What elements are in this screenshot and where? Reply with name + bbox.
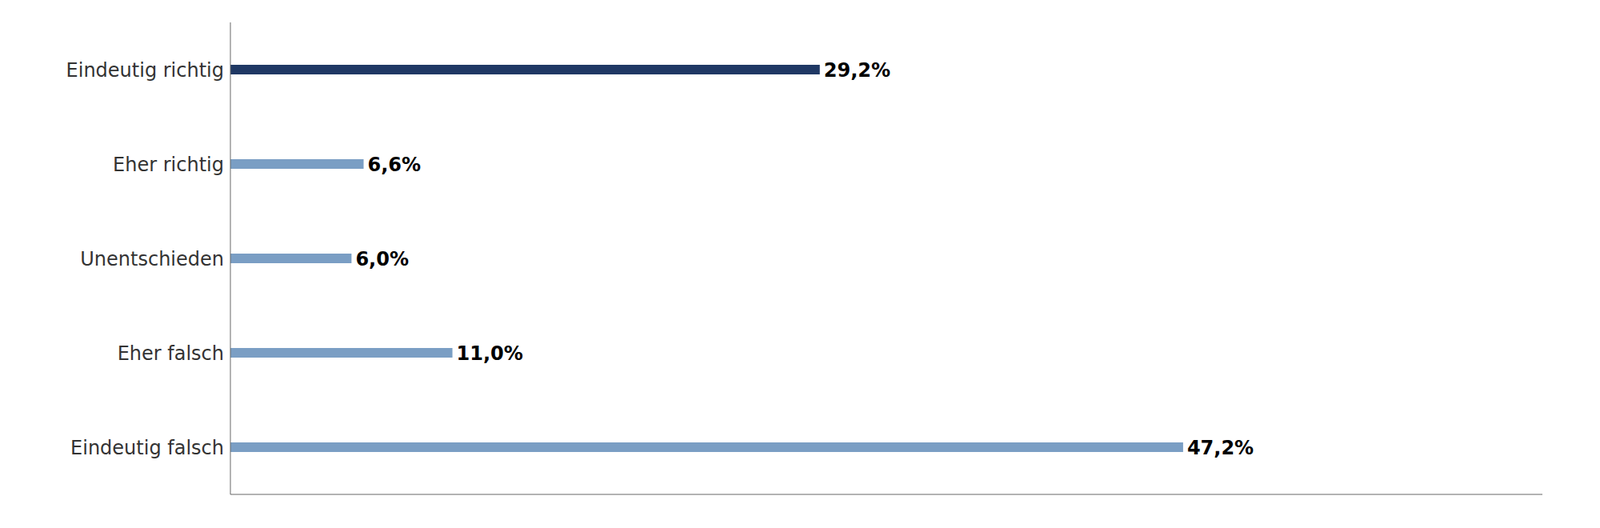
- svg-text:6,6%: 6,6%: [368, 153, 422, 176]
- svg-text:Eher richtig: Eher richtig: [112, 153, 224, 176]
- svg-text:Eindeutig falsch: Eindeutig falsch: [70, 436, 224, 460]
- svg-text:29,2%: 29,2%: [824, 59, 891, 82]
- svg-text:47,2%: 47,2%: [1187, 436, 1254, 460]
- svg-text:Eindeutig richtig: Eindeutig richtig: [66, 59, 224, 82]
- svg-text:6,0%: 6,0%: [355, 248, 409, 271]
- svg-text:11,0%: 11,0%: [456, 342, 524, 365]
- svg-text:Eher falsch: Eher falsch: [117, 342, 224, 365]
- svg-text:Unentschieden: Unentschieden: [80, 248, 224, 271]
